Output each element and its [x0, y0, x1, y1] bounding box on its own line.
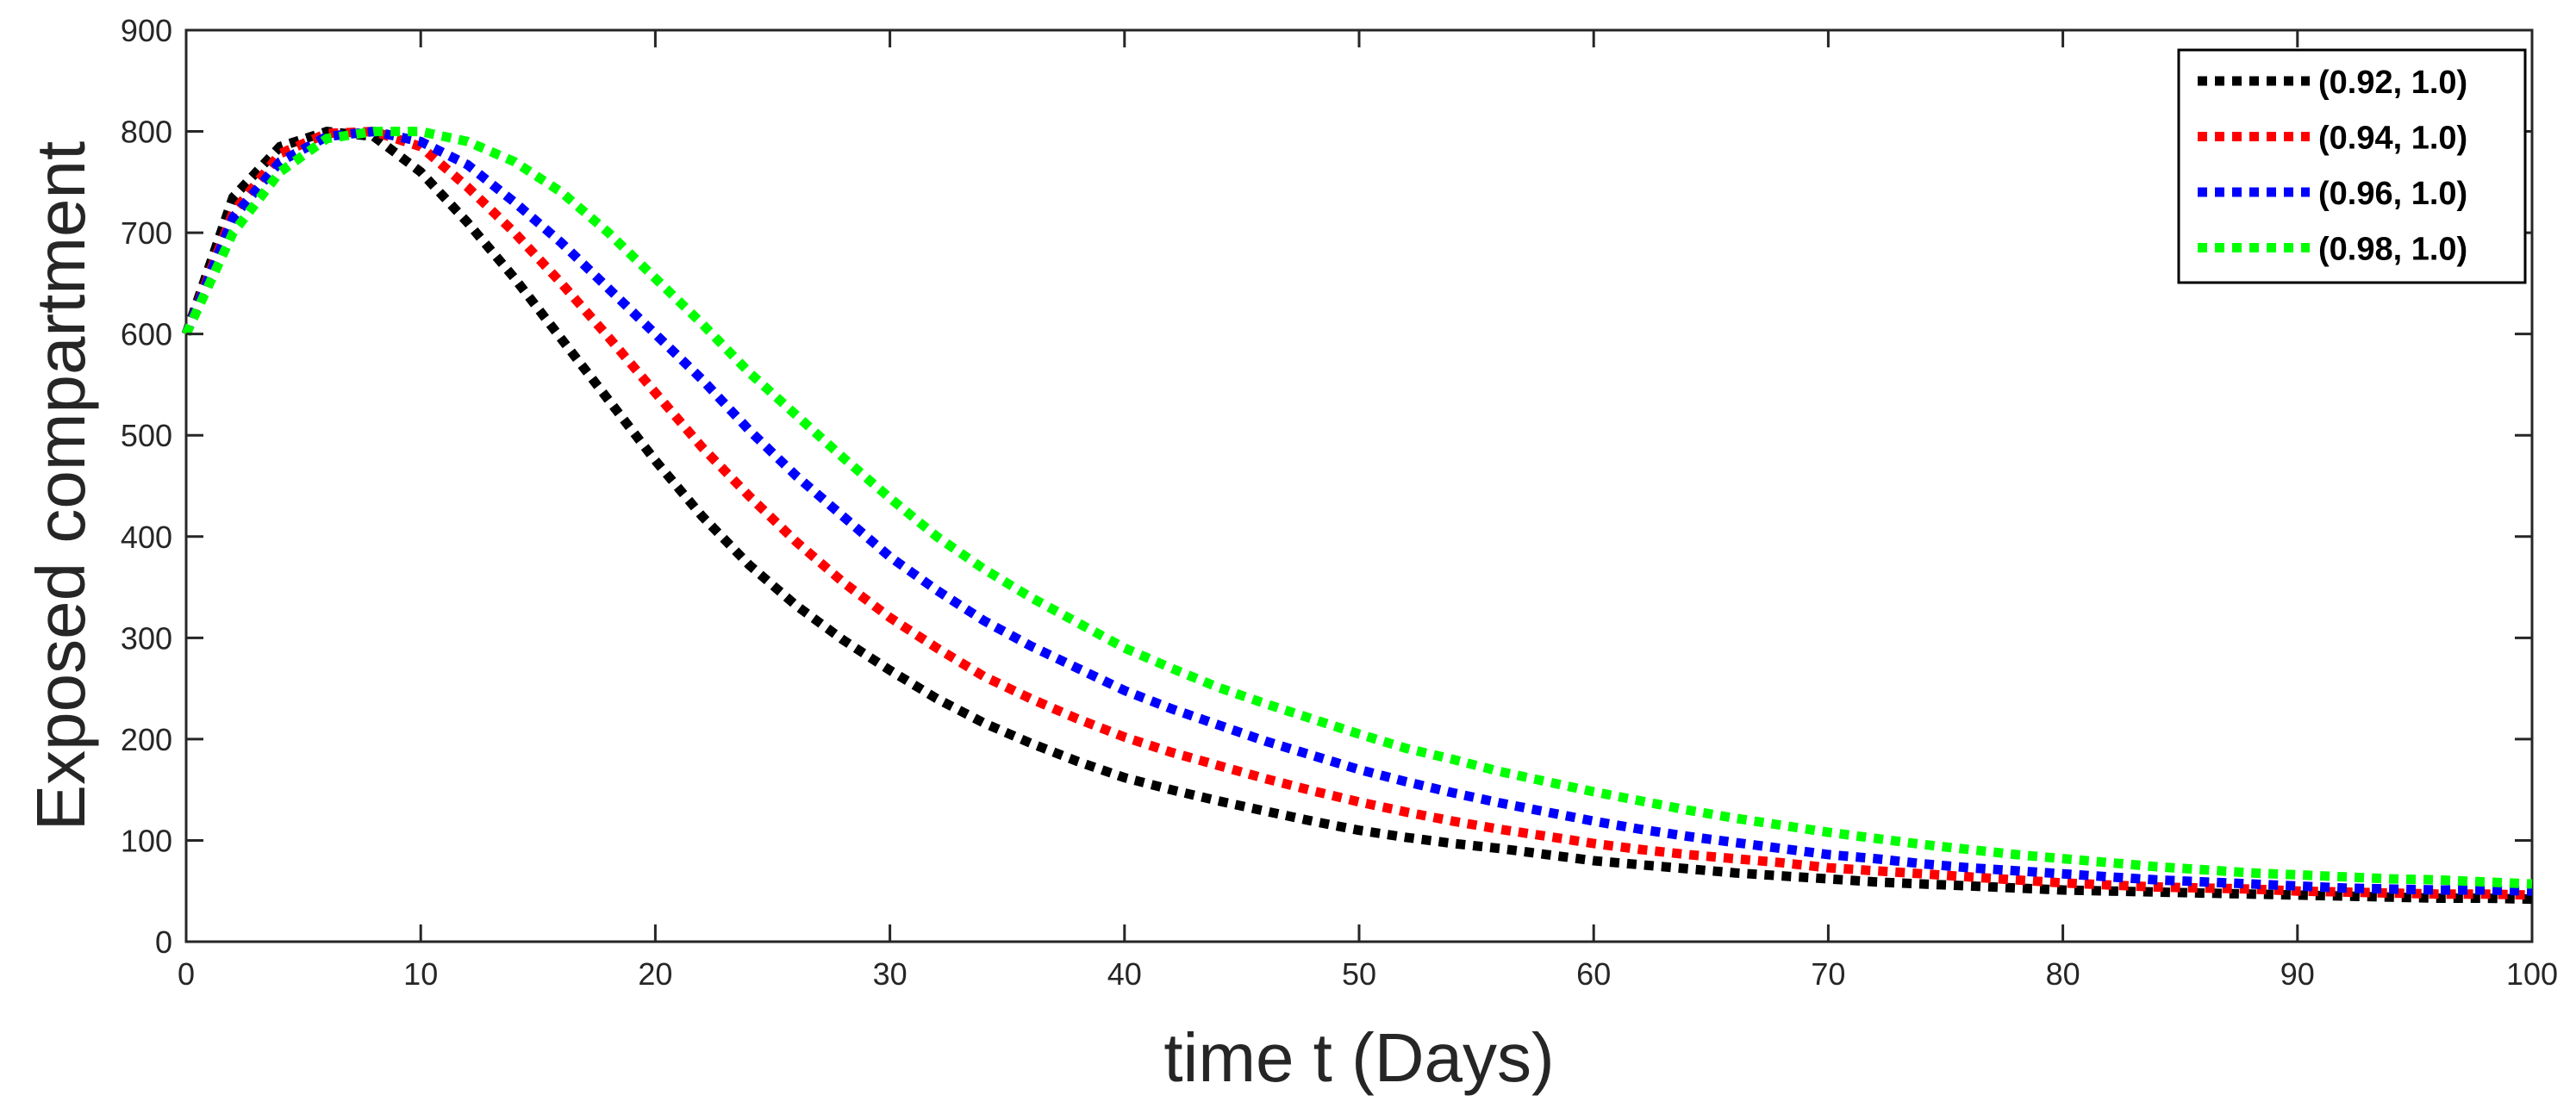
y-tick-label: 0	[155, 924, 172, 960]
series-line-2	[181, 127, 2533, 900]
x-tick-label: 20	[638, 956, 672, 992]
y-tick-label: 600	[121, 317, 172, 352]
x-tick-label: 70	[1811, 956, 1845, 992]
series-line-1	[181, 127, 2533, 905]
y-axis-title: Exposed compartment	[22, 141, 99, 831]
x-tick-label: 60	[1576, 956, 1611, 992]
plot-frame	[184, 28, 2534, 943]
series-layer	[181, 127, 2533, 905]
ticks-layer: 0 10 20 30 40 50 60 70 80 90 100 0 100 200 300 400 500 60…	[121, 13, 2558, 992]
legend-label-3: (0.96, 1.0)	[2318, 176, 2467, 212]
x-tick-label: 90	[2280, 956, 2315, 992]
x-tick-label: 0	[178, 956, 195, 992]
y-tick-label: 100	[121, 823, 172, 858]
series-line-4	[182, 127, 2533, 889]
x-tick-label: 10	[403, 956, 438, 992]
y-tick-label: 900	[121, 13, 172, 48]
x-tick-label: 50	[1342, 956, 1376, 992]
x-tick-label: 80	[2046, 956, 2080, 992]
x-tick-label: 30	[873, 956, 908, 992]
legend-label-2: (0.94, 1.0)	[2318, 121, 2467, 157]
y-tick-label: 500	[121, 418, 172, 453]
x-tick-label: 40	[1107, 956, 1142, 992]
y-tick-label: 400	[121, 520, 172, 555]
y-tick-label: 800	[121, 115, 172, 150]
x-tick-label: 100	[2506, 956, 2558, 992]
plot-area	[184, 28, 2534, 943]
legend-label-4: (0.98, 1.0)	[2318, 232, 2467, 268]
legend: (0.92, 1.0) (0.94, 1.0) (0.96, 1.0) (0.98, …	[2177, 48, 2527, 284]
legend-label-1: (0.92, 1.0)	[2318, 65, 2467, 101]
x-axis-title: time t (Days)	[1163, 1019, 1554, 1096]
y-tick-label: 200	[121, 722, 172, 757]
series-line-3	[181, 127, 2533, 896]
y-tick-label: 300	[121, 620, 172, 656]
y-tick-label: 700	[121, 215, 172, 251]
